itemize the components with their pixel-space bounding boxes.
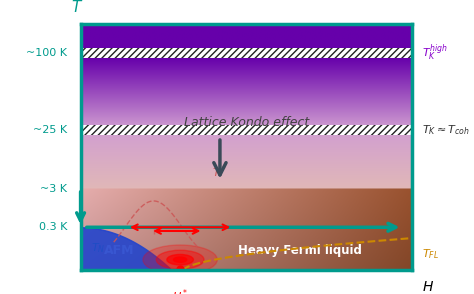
Text: ~25 K: ~25 K	[33, 125, 67, 135]
Ellipse shape	[143, 245, 217, 274]
Text: $H^*$: $H^*$	[172, 288, 188, 294]
Ellipse shape	[156, 250, 204, 269]
Text: $T$: $T$	[71, 0, 83, 15]
Text: AFM: AFM	[104, 244, 134, 257]
Text: $H$: $H$	[422, 280, 434, 294]
Text: $T^*$: $T^*$	[211, 163, 227, 180]
Text: $T_K^{high}$: $T_K^{high}$	[422, 42, 448, 63]
Text: ~100 K: ~100 K	[27, 48, 67, 58]
Ellipse shape	[173, 257, 187, 262]
Text: $T_N$: $T_N$	[91, 241, 105, 255]
Text: $T_K\approx T_{coh}$: $T_K\approx T_{coh}$	[422, 123, 470, 137]
Text: Heavy Fermi liquid: Heavy Fermi liquid	[237, 244, 362, 257]
Text: $T_{FL}$: $T_{FL}$	[422, 247, 439, 261]
Text: Lattice Kondo effect: Lattice Kondo effect	[184, 116, 309, 129]
Ellipse shape	[167, 254, 193, 265]
Bar	[81, 125, 412, 135]
Text: 0.3 K: 0.3 K	[39, 222, 67, 232]
Text: ~3 K: ~3 K	[40, 184, 67, 194]
Bar	[81, 48, 412, 58]
